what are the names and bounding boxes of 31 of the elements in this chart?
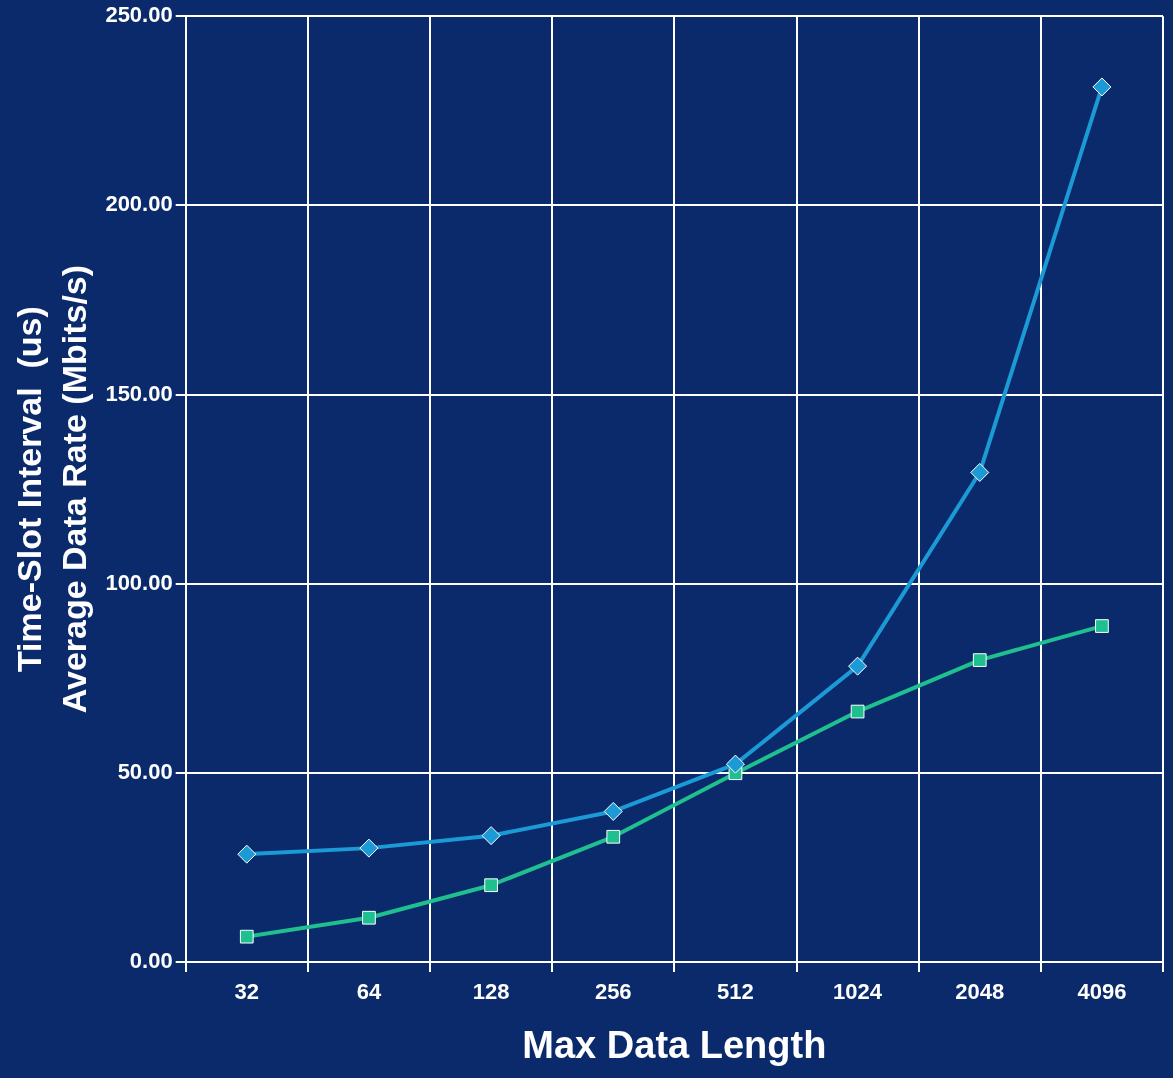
x-tick-label: 64: [356, 979, 382, 1005]
point: [484, 878, 498, 893]
x-tick-label: 1024: [833, 979, 883, 1005]
point: [237, 844, 257, 864]
x-tick-label: 4096: [1077, 979, 1127, 1005]
y-axis-title: Time-Slot Interval (us) Average Data Rate (Mbits/s): [10, 264, 93, 714]
x-tick-label: 256: [594, 979, 632, 1005]
y-tick-label: 0.00: [129, 948, 173, 974]
x-axis-title: Max Data Length: [522, 1023, 827, 1066]
y-tick-label: 200.00: [105, 191, 173, 217]
y-tick-label: 50.00: [117, 758, 173, 784]
y-tick-label: 150.00: [105, 380, 173, 406]
point: [362, 910, 376, 925]
point: [606, 829, 621, 844]
y-tick-label: 250.00: [105, 2, 173, 28]
point: [603, 801, 623, 821]
point: [725, 754, 745, 774]
point: [239, 929, 254, 944]
point: [850, 704, 865, 719]
x-tick-label: 128: [472, 979, 510, 1005]
point: [481, 826, 501, 846]
x-tick-label: 512: [717, 979, 754, 1005]
point: [359, 838, 379, 858]
x-tick-label: 2048: [955, 979, 1005, 1005]
y-tick-label: 100.00: [105, 569, 173, 595]
point: [848, 656, 868, 676]
point: [970, 462, 990, 482]
point: [1095, 619, 1109, 633]
point: [972, 653, 987, 667]
point: [1092, 77, 1112, 97]
x-tick-label: 32: [234, 979, 260, 1005]
